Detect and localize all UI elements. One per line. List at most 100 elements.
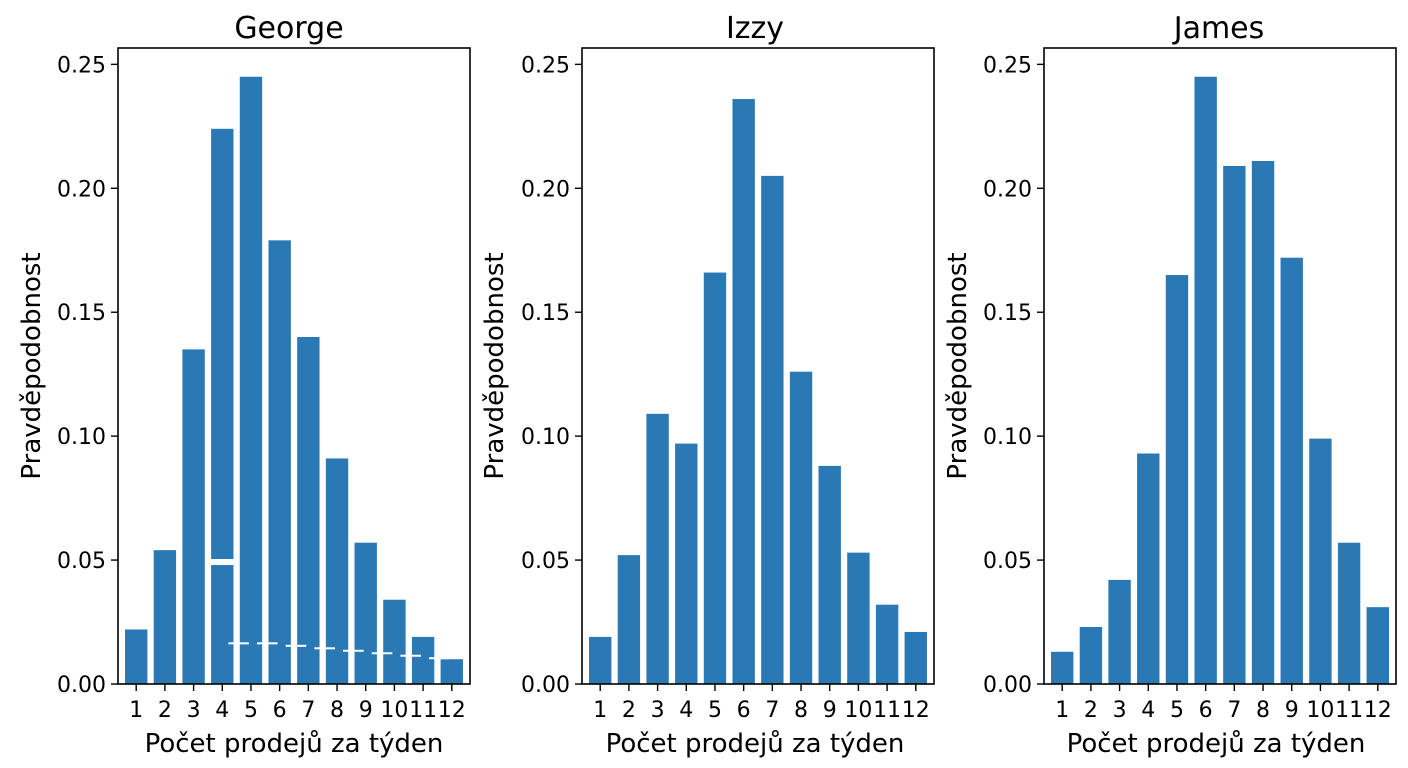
x-tick-label: 12 bbox=[1364, 698, 1392, 723]
x-tick-label: 6 bbox=[737, 698, 751, 723]
bar bbox=[440, 659, 463, 684]
bar bbox=[675, 443, 698, 684]
plot-frame bbox=[581, 47, 935, 685]
bar-overlay-group bbox=[210, 559, 450, 660]
y-axis-label: Pravděpodobnost bbox=[17, 252, 47, 479]
y-axis-label: Pravděpodobnost bbox=[943, 252, 973, 479]
y-tick-label: 0.15 bbox=[57, 301, 106, 326]
tick-group: 1 2 3 4 5 6 7 8 9 10 11 120.000.050.100.150.200.25 bbox=[983, 53, 1392, 723]
y-tick-label: 0.00 bbox=[983, 673, 1032, 698]
bar bbox=[1251, 161, 1275, 684]
bar bbox=[153, 550, 177, 684]
bar bbox=[1366, 607, 1389, 684]
bar bbox=[325, 458, 349, 684]
y-tick-label: 0.20 bbox=[521, 177, 570, 202]
bar-group bbox=[589, 99, 927, 684]
x-tick-label: 7 bbox=[1227, 698, 1241, 723]
bar-group bbox=[125, 76, 463, 685]
x-tick-label: 10 bbox=[380, 698, 408, 723]
x-tick-label: 12 bbox=[902, 698, 930, 723]
x-tick-label: 4 bbox=[679, 698, 693, 723]
chart-title: Izzy bbox=[726, 11, 784, 46]
bar bbox=[1051, 651, 1074, 684]
plot-frame bbox=[117, 47, 471, 685]
x-tick-label: 3 bbox=[187, 698, 201, 723]
y-tick-label: 0.05 bbox=[983, 549, 1032, 574]
bar bbox=[211, 128, 234, 685]
x-tick-label: 8 bbox=[1256, 698, 1270, 723]
bar bbox=[818, 465, 841, 684]
overlay-bar-edge bbox=[371, 652, 393, 655]
bar bbox=[875, 604, 899, 684]
overlay-bar-edge bbox=[400, 654, 422, 657]
bar bbox=[1337, 542, 1361, 684]
x-tick-label: 3 bbox=[1113, 698, 1127, 723]
x-axis-label: Počet prodejů za týden bbox=[1067, 729, 1366, 759]
bar bbox=[617, 555, 641, 684]
chart-panel-izzy: Izzy Pravděpodobnost Počet prodejů za tý… bbox=[480, 11, 935, 759]
overlay-bar-edge bbox=[314, 647, 335, 650]
bar bbox=[383, 599, 406, 684]
bar bbox=[1165, 275, 1189, 684]
chart-title: James bbox=[1172, 11, 1265, 46]
x-tick-label: 11 bbox=[409, 698, 437, 723]
bar bbox=[239, 76, 263, 684]
x-tick-label: 8 bbox=[794, 698, 808, 723]
overlay-bar-edge bbox=[429, 657, 450, 660]
x-tick-label: 10 bbox=[844, 698, 872, 723]
bar bbox=[589, 636, 612, 684]
x-tick-label: 11 bbox=[873, 698, 901, 723]
x-tick-label: 2 bbox=[622, 698, 636, 723]
y-tick-label: 0.15 bbox=[983, 301, 1032, 326]
x-tick-label: 6 bbox=[1199, 698, 1213, 723]
x-tick-label: 1 bbox=[129, 698, 143, 723]
bar bbox=[411, 636, 435, 684]
bar-gap bbox=[210, 559, 235, 566]
y-tick-label: 0.15 bbox=[521, 301, 570, 326]
x-tick-label: 2 bbox=[1084, 698, 1098, 723]
y-tick-label: 0.00 bbox=[57, 673, 106, 698]
bar bbox=[1108, 579, 1131, 684]
x-tick-label: 6 bbox=[273, 698, 287, 723]
bar bbox=[1079, 626, 1103, 684]
overlay-bar-edge bbox=[256, 642, 278, 645]
chart-panel-james: James Pravděpodobnost Počet prodejů za t… bbox=[943, 11, 1397, 759]
x-tick-label: 5 bbox=[1170, 698, 1184, 723]
bar bbox=[1309, 438, 1332, 684]
x-tick-label: 12 bbox=[438, 698, 466, 723]
bar bbox=[761, 175, 784, 684]
plot-frame bbox=[1043, 47, 1397, 685]
x-tick-label: 1 bbox=[593, 698, 607, 723]
tick-group: 1 2 3 4 5 6 7 8 9 10 11 120.000.050.100.150.200.25 bbox=[521, 53, 930, 723]
x-tick-label: 9 bbox=[1285, 698, 1299, 723]
x-tick-label: 9 bbox=[359, 698, 373, 723]
bar bbox=[125, 629, 148, 684]
y-tick-label: 0.10 bbox=[983, 425, 1032, 450]
bar bbox=[1137, 453, 1160, 684]
chart-title: George bbox=[234, 11, 343, 46]
x-tick-label: 5 bbox=[244, 698, 258, 723]
x-tick-label: 5 bbox=[708, 698, 722, 723]
bar bbox=[1280, 257, 1303, 684]
bar bbox=[297, 337, 320, 684]
x-axis-label: Počet prodejů za týden bbox=[606, 729, 905, 759]
y-tick-label: 0.25 bbox=[57, 53, 106, 78]
x-tick-label: 9 bbox=[823, 698, 837, 723]
x-tick-label: 8 bbox=[330, 698, 344, 723]
x-axis-label: Počet prodejů za týden bbox=[145, 729, 444, 759]
x-tick-label: 7 bbox=[765, 698, 779, 723]
bar bbox=[732, 99, 755, 684]
bar bbox=[268, 240, 291, 684]
bar bbox=[789, 371, 813, 684]
y-tick-label: 0.00 bbox=[521, 673, 570, 698]
tick-group: 1 2 3 4 5 6 7 8 9 10 11 120.000.050.100.150.200.25 bbox=[57, 53, 466, 723]
overlay-bar-edge bbox=[228, 642, 249, 645]
bar bbox=[354, 542, 377, 684]
x-tick-label: 4 bbox=[215, 698, 229, 723]
y-tick-label: 0.20 bbox=[57, 177, 106, 202]
x-tick-label: 1 bbox=[1055, 698, 1069, 723]
x-tick-label: 2 bbox=[158, 698, 172, 723]
x-tick-label: 10 bbox=[1306, 698, 1334, 723]
bar bbox=[646, 413, 669, 684]
x-tick-label: 7 bbox=[301, 698, 315, 723]
